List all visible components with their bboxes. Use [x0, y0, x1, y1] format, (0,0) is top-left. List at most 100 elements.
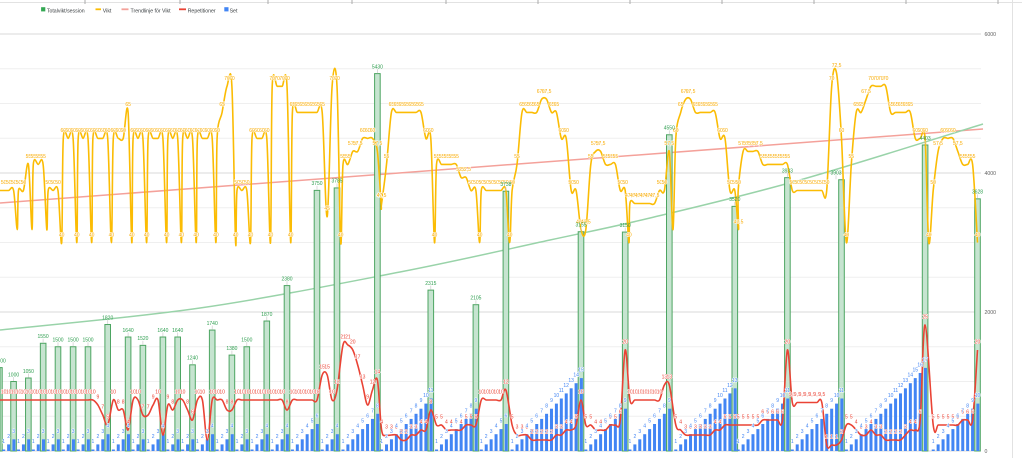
svg-text:65: 65	[549, 102, 555, 108]
svg-text:10: 10	[264, 390, 270, 396]
svg-text:1500: 1500	[52, 338, 63, 344]
svg-text:2: 2	[347, 434, 350, 440]
svg-text:4: 4	[594, 420, 597, 426]
svg-text:10: 10	[642, 390, 648, 396]
svg-text:60: 60	[428, 128, 434, 134]
svg-text:2: 2	[152, 434, 155, 440]
svg-text:12: 12	[898, 383, 904, 389]
svg-text:52,5: 52,5	[456, 167, 466, 173]
svg-text:7: 7	[766, 408, 769, 414]
svg-text:50: 50	[573, 180, 579, 186]
svg-text:65: 65	[519, 102, 525, 108]
svg-text:65: 65	[394, 102, 400, 108]
svg-text:10: 10	[657, 390, 663, 396]
svg-text:50: 50	[794, 180, 800, 186]
svg-text:65: 65	[403, 102, 409, 108]
svg-text:5: 5	[311, 419, 314, 425]
svg-text:9: 9	[366, 395, 369, 401]
svg-text:10: 10	[26, 390, 32, 396]
svg-text:60: 60	[155, 128, 161, 134]
svg-text:10: 10	[279, 390, 285, 396]
svg-text:40: 40	[248, 232, 254, 238]
svg-text:1: 1	[62, 439, 65, 445]
svg-text:60: 60	[85, 128, 91, 134]
svg-text:5: 5	[747, 415, 750, 421]
svg-text:1: 1	[2, 439, 5, 445]
svg-text:3: 3	[904, 425, 907, 431]
svg-text:57,5: 57,5	[753, 141, 763, 147]
svg-text:57,5: 57,5	[596, 141, 606, 147]
svg-text:40: 40	[975, 232, 981, 238]
svg-text:Totalvikt/session: Totalvikt/session	[47, 8, 85, 14]
svg-text:10: 10	[209, 390, 215, 396]
svg-text:42,5: 42,5	[734, 219, 744, 225]
svg-text:57,5: 57,5	[591, 141, 601, 147]
svg-text:1: 1	[830, 435, 833, 441]
svg-text:9,5: 9,5	[789, 392, 796, 398]
svg-text:2105: 2105	[470, 296, 481, 302]
svg-text:60: 60	[145, 128, 151, 134]
svg-text:65: 65	[418, 102, 424, 108]
svg-text:7: 7	[614, 408, 617, 414]
svg-text:10: 10	[717, 393, 723, 399]
svg-text:3: 3	[415, 425, 418, 431]
svg-text:50: 50	[234, 180, 240, 186]
svg-text:1: 1	[271, 439, 274, 445]
svg-text:60: 60	[360, 128, 366, 134]
svg-text:50: 50	[622, 180, 628, 186]
svg-text:10: 10	[200, 390, 206, 396]
svg-text:10: 10	[632, 390, 638, 396]
svg-text:55: 55	[453, 154, 459, 160]
svg-text:5: 5	[952, 419, 955, 425]
svg-text:60: 60	[940, 128, 946, 134]
svg-text:10: 10	[254, 390, 260, 396]
svg-text:60: 60	[423, 128, 429, 134]
svg-text:4: 4	[425, 420, 428, 426]
svg-text:8: 8	[429, 400, 432, 406]
svg-text:14: 14	[908, 373, 914, 379]
svg-text:9: 9	[550, 398, 553, 404]
svg-text:5: 5	[757, 419, 760, 425]
svg-text:9,5: 9,5	[794, 392, 801, 398]
svg-text:13: 13	[662, 375, 668, 381]
svg-text:55: 55	[965, 154, 971, 160]
svg-text:1: 1	[167, 439, 170, 445]
svg-text:55: 55	[849, 154, 855, 160]
svg-text:1500: 1500	[82, 338, 93, 344]
svg-text:60: 60	[95, 128, 101, 134]
svg-text:5: 5	[435, 415, 438, 421]
svg-text:1: 1	[92, 439, 95, 445]
svg-text:4403: 4403	[920, 136, 931, 142]
svg-text:65: 65	[304, 102, 310, 108]
svg-text:4: 4	[679, 420, 682, 426]
svg-text:60: 60	[249, 128, 255, 134]
svg-text:55: 55	[340, 154, 346, 160]
svg-text:7: 7	[540, 408, 543, 414]
svg-text:3903: 3903	[830, 171, 841, 177]
svg-text:3: 3	[12, 429, 15, 435]
svg-text:8: 8	[966, 403, 969, 409]
svg-text:10: 10	[888, 393, 894, 399]
svg-text:3: 3	[638, 429, 641, 435]
svg-text:6: 6	[956, 414, 959, 420]
svg-text:8: 8	[545, 403, 548, 409]
svg-text:9: 9	[830, 398, 833, 404]
svg-text:10: 10	[498, 390, 504, 396]
svg-text:8: 8	[470, 403, 473, 409]
svg-text:65: 65	[534, 102, 540, 108]
svg-text:11: 11	[893, 388, 898, 394]
svg-text:5: 5	[956, 415, 959, 421]
svg-text:55: 55	[608, 154, 614, 160]
svg-text:3738: 3738	[500, 182, 511, 188]
svg-text:5: 5	[500, 419, 503, 425]
svg-text:50: 50	[732, 180, 738, 186]
svg-text:4: 4	[356, 424, 359, 430]
svg-text:42,5: 42,5	[576, 219, 586, 225]
svg-text:10: 10	[834, 393, 840, 399]
svg-text:1: 1	[825, 435, 828, 441]
svg-text:10: 10	[61, 390, 67, 396]
svg-text:10: 10	[85, 390, 91, 396]
svg-text:3: 3	[27, 429, 30, 435]
svg-text:1: 1	[674, 439, 677, 445]
svg-text:6: 6	[505, 414, 508, 420]
